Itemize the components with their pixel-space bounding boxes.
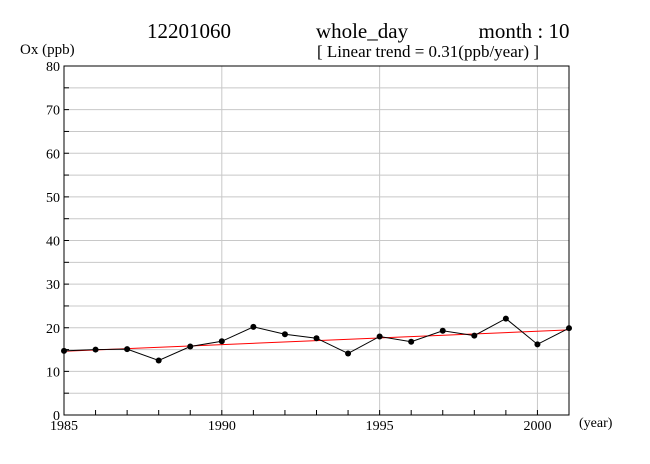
y-tick-label: 0 bbox=[53, 409, 60, 424]
y-tick-label: 70 bbox=[46, 104, 60, 119]
y-axis-label: Ox (ppb) bbox=[20, 42, 75, 58]
data-point bbox=[439, 327, 446, 334]
period-label: whole_day bbox=[316, 19, 409, 43]
y-tick-label: 60 bbox=[46, 147, 60, 162]
y-tick-label: 80 bbox=[46, 60, 60, 75]
data-point bbox=[313, 335, 320, 342]
x-tick-label: 1990 bbox=[208, 419, 236, 434]
x-tick-label: 1985 bbox=[50, 419, 78, 434]
station-id: 12201060 bbox=[147, 19, 231, 43]
y-tick-label: 30 bbox=[46, 278, 60, 293]
data-point bbox=[345, 350, 352, 357]
data-point bbox=[471, 332, 478, 339]
data-point bbox=[250, 323, 257, 330]
data-point bbox=[408, 338, 415, 345]
data-point bbox=[376, 333, 383, 340]
month-label: month : 10 bbox=[478, 19, 569, 43]
data-point bbox=[218, 338, 225, 345]
grid-layer bbox=[64, 66, 569, 415]
data-point bbox=[534, 341, 541, 348]
series-layer bbox=[61, 315, 572, 364]
data-point bbox=[502, 315, 509, 322]
data-point bbox=[124, 346, 131, 353]
x-axis-label: (year) bbox=[579, 416, 613, 431]
data-point bbox=[281, 331, 288, 338]
y-tick-label: 20 bbox=[46, 322, 60, 337]
plot-frame bbox=[63, 65, 570, 416]
data-point bbox=[155, 357, 162, 364]
y-tick-label: 10 bbox=[46, 365, 60, 380]
x-tick-label: 2000 bbox=[523, 419, 551, 434]
axis-layer: 0 10 20 30 40 50 60 70 80 1985 1990 1995 2000 bbox=[46, 60, 570, 434]
x-tick-label: 1995 bbox=[366, 419, 394, 434]
data-point bbox=[187, 343, 194, 350]
y-tick-label: 50 bbox=[46, 191, 60, 206]
y-tick-label: 40 bbox=[46, 235, 60, 250]
trend-subtitle: [ Linear trend = 0.31(ppb/year) ] bbox=[317, 42, 539, 61]
data-point bbox=[92, 346, 99, 353]
